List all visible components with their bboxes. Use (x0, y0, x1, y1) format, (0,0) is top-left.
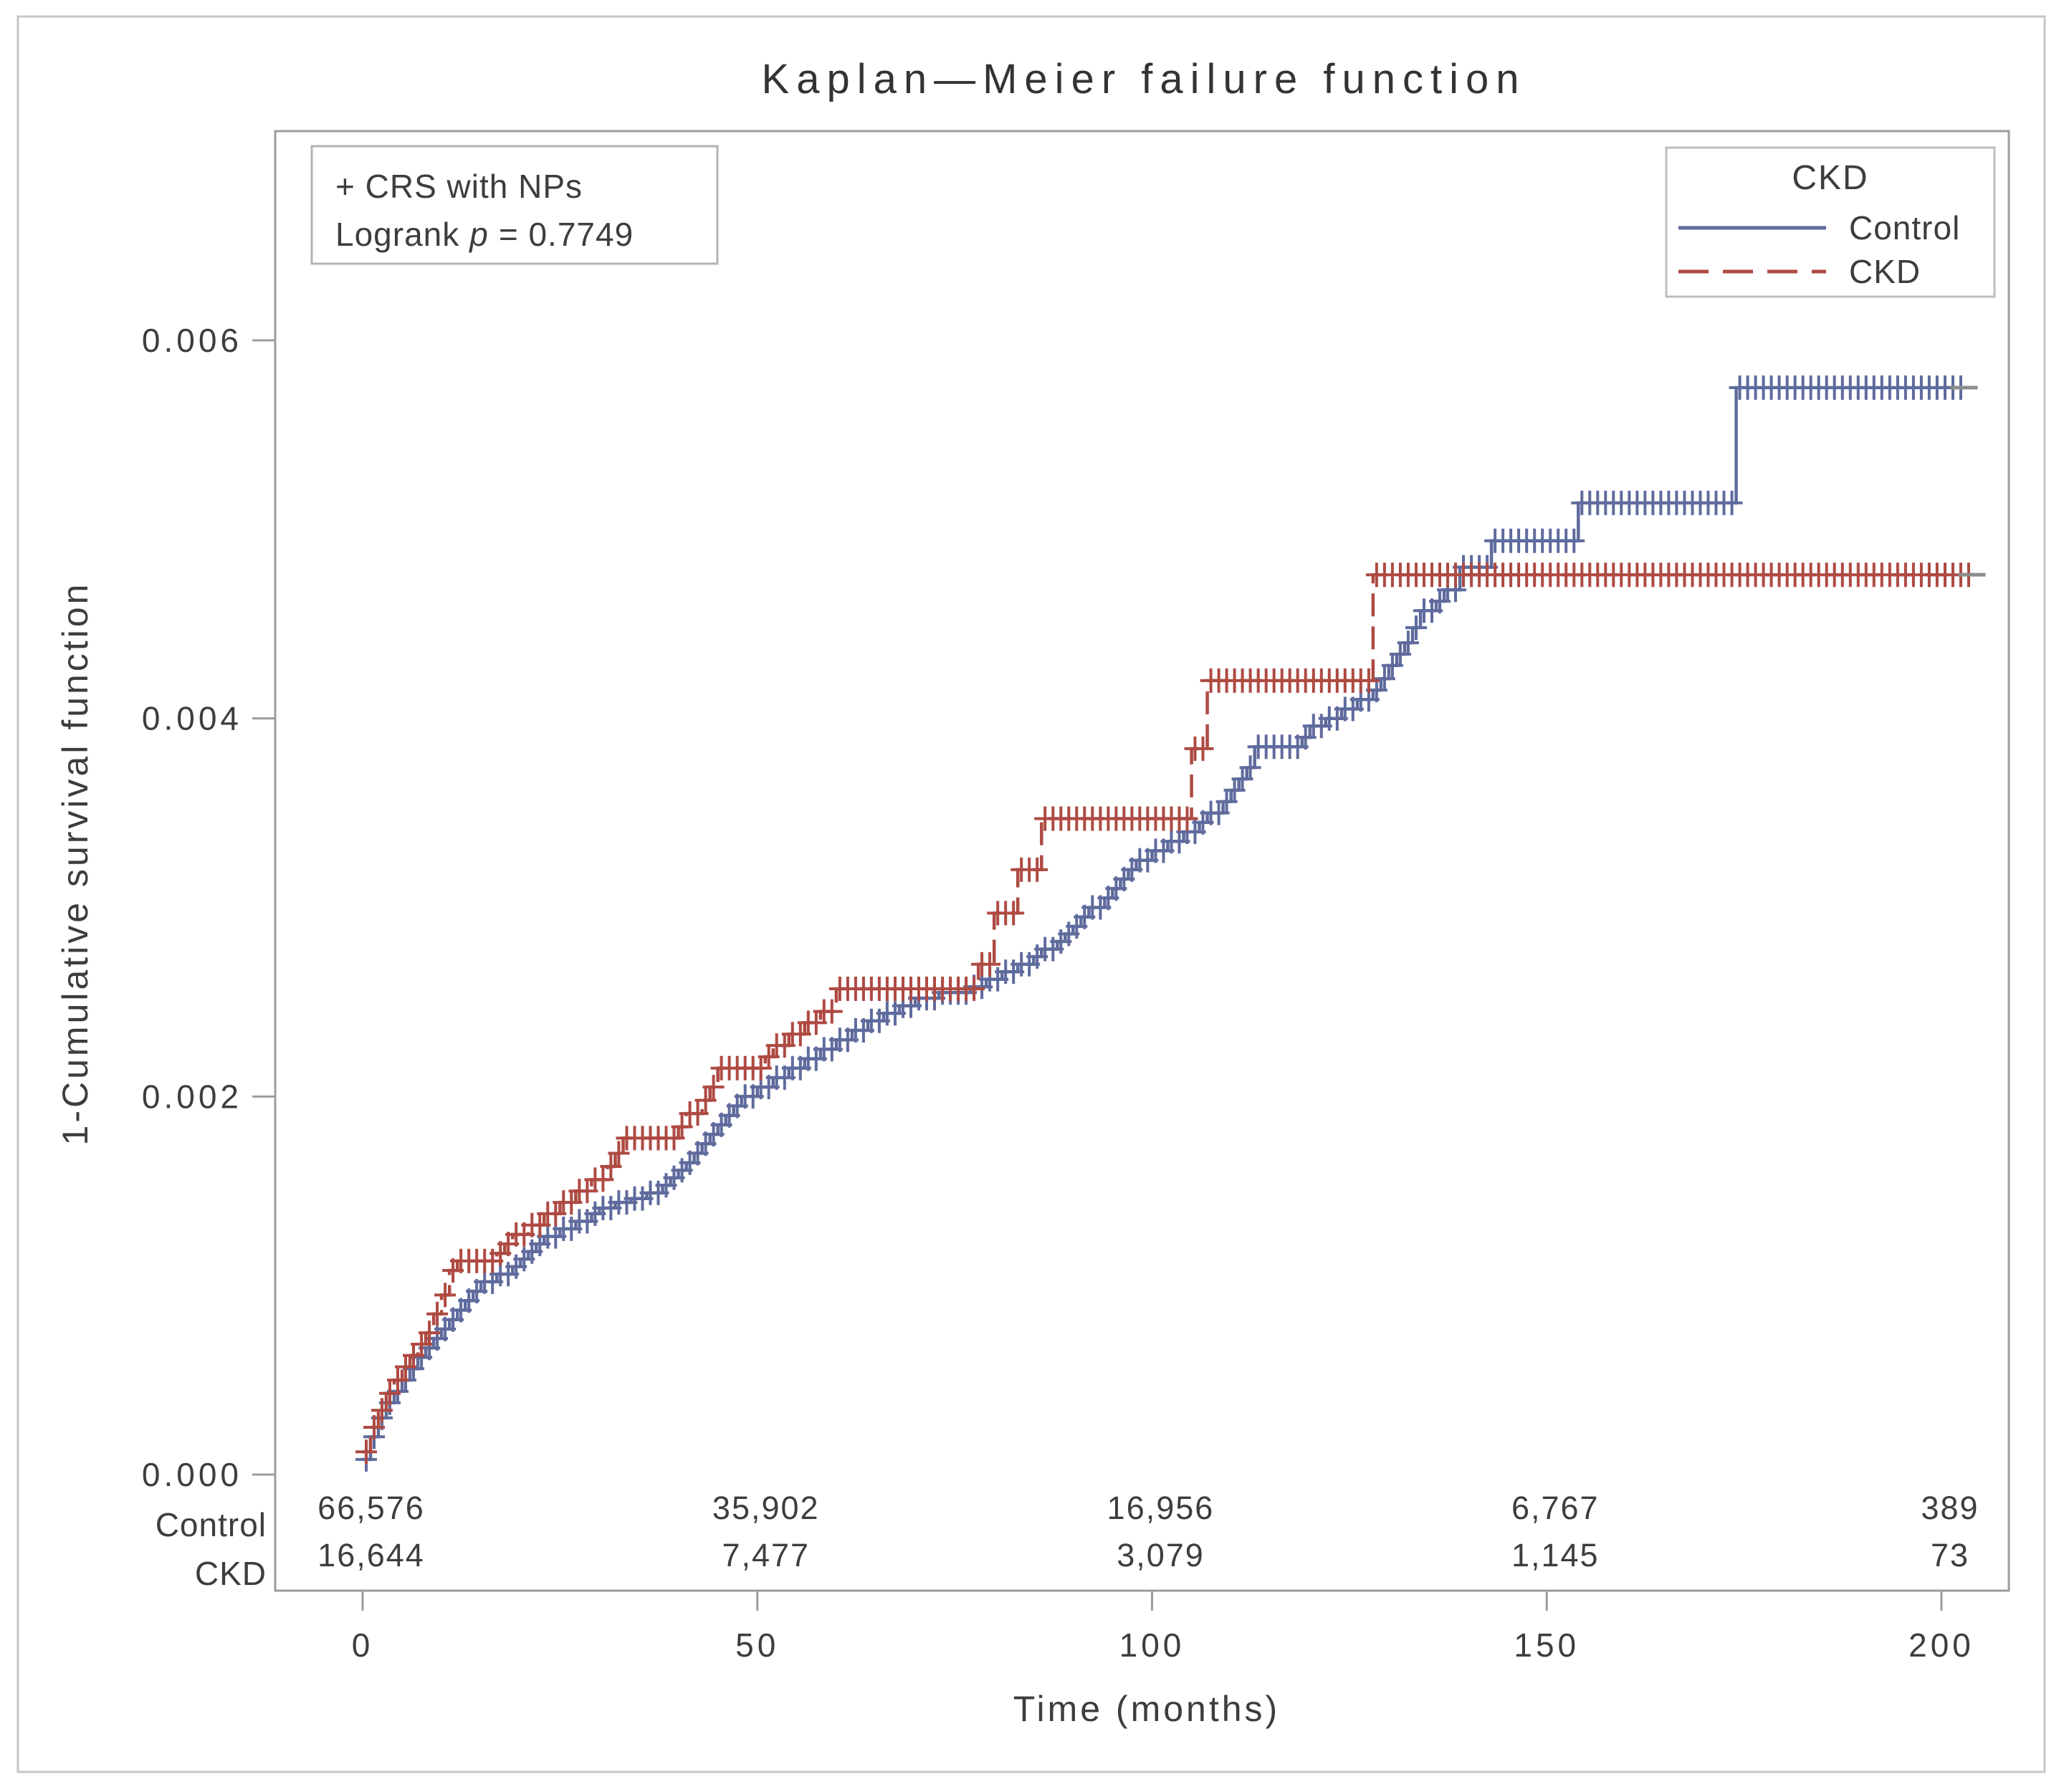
chart-title: Kaplan—Meier failure function (762, 56, 1526, 102)
logrank-prefix: Logrank (335, 216, 459, 253)
at-risk-value-control: 35,902 (712, 1490, 820, 1526)
x-tick-label: 200 (1908, 1626, 1974, 1664)
at-risk-label-control: Control (156, 1506, 267, 1543)
legend-label-ckd: CKD (1849, 253, 1921, 290)
censor-marks-ckd (355, 562, 1979, 1465)
y-tick-label: 0.004 (142, 700, 242, 737)
legend: CKD Control CKD (1665, 146, 1996, 298)
censor-note-text: + CRS with NPs (335, 168, 583, 205)
at-risk-value-ckd: 7,477 (722, 1537, 810, 1573)
y-tick-label: 0.006 (142, 322, 242, 359)
y-axis-title: 1-Cumulative survival function (55, 582, 95, 1146)
at-risk-value-control: 16,956 (1107, 1490, 1215, 1526)
legend-border (1665, 146, 1996, 298)
x-tick-label: 100 (1119, 1626, 1185, 1664)
censor-marks-control (355, 375, 1972, 1472)
at-risk-value-control: 389 (1921, 1490, 1979, 1526)
logrank-value: = 0.7749 (499, 216, 634, 253)
curve-control (363, 385, 1969, 1462)
annotation-box-border (310, 145, 719, 265)
at-risk-value-ckd: 1,145 (1511, 1537, 1600, 1573)
at-risk-label-ckd: CKD (195, 1555, 267, 1592)
legend-label-control: Control (1849, 209, 1960, 246)
at-risk-value-control: 66,576 (317, 1490, 425, 1526)
at-risk-value-control: 6,767 (1511, 1490, 1600, 1526)
y-tick-label: 0.002 (142, 1078, 242, 1115)
figure-border (16, 15, 2046, 1773)
legend-title: CKD (1792, 159, 1868, 197)
x-tick-label: 50 (735, 1626, 779, 1664)
at-risk-value-ckd: 3,079 (1117, 1537, 1205, 1573)
x-axis-title: Time (months) (1013, 1689, 1280, 1729)
plot-frame (274, 130, 2010, 1592)
x-tick-label: 150 (1514, 1626, 1580, 1664)
x-tick-label: 0 (352, 1626, 374, 1664)
curve-ckd (363, 572, 1977, 1454)
y-tick-label: 0.000 (142, 1456, 242, 1493)
generated-chart-content: 0.000 0.002 0.004 0.006 0 66,576 16,644 50 35,90… (142, 322, 1986, 1664)
annotation-box: + CRS with NPs Logrank p = 0.7749 (310, 145, 719, 265)
at-risk-value-ckd: 73 (1931, 1537, 1969, 1573)
logrank-p-symbol: p (468, 216, 489, 253)
logrank-text: Logrank p = 0.7749 (335, 216, 634, 253)
at-risk-value-ckd: 16,644 (317, 1537, 425, 1573)
